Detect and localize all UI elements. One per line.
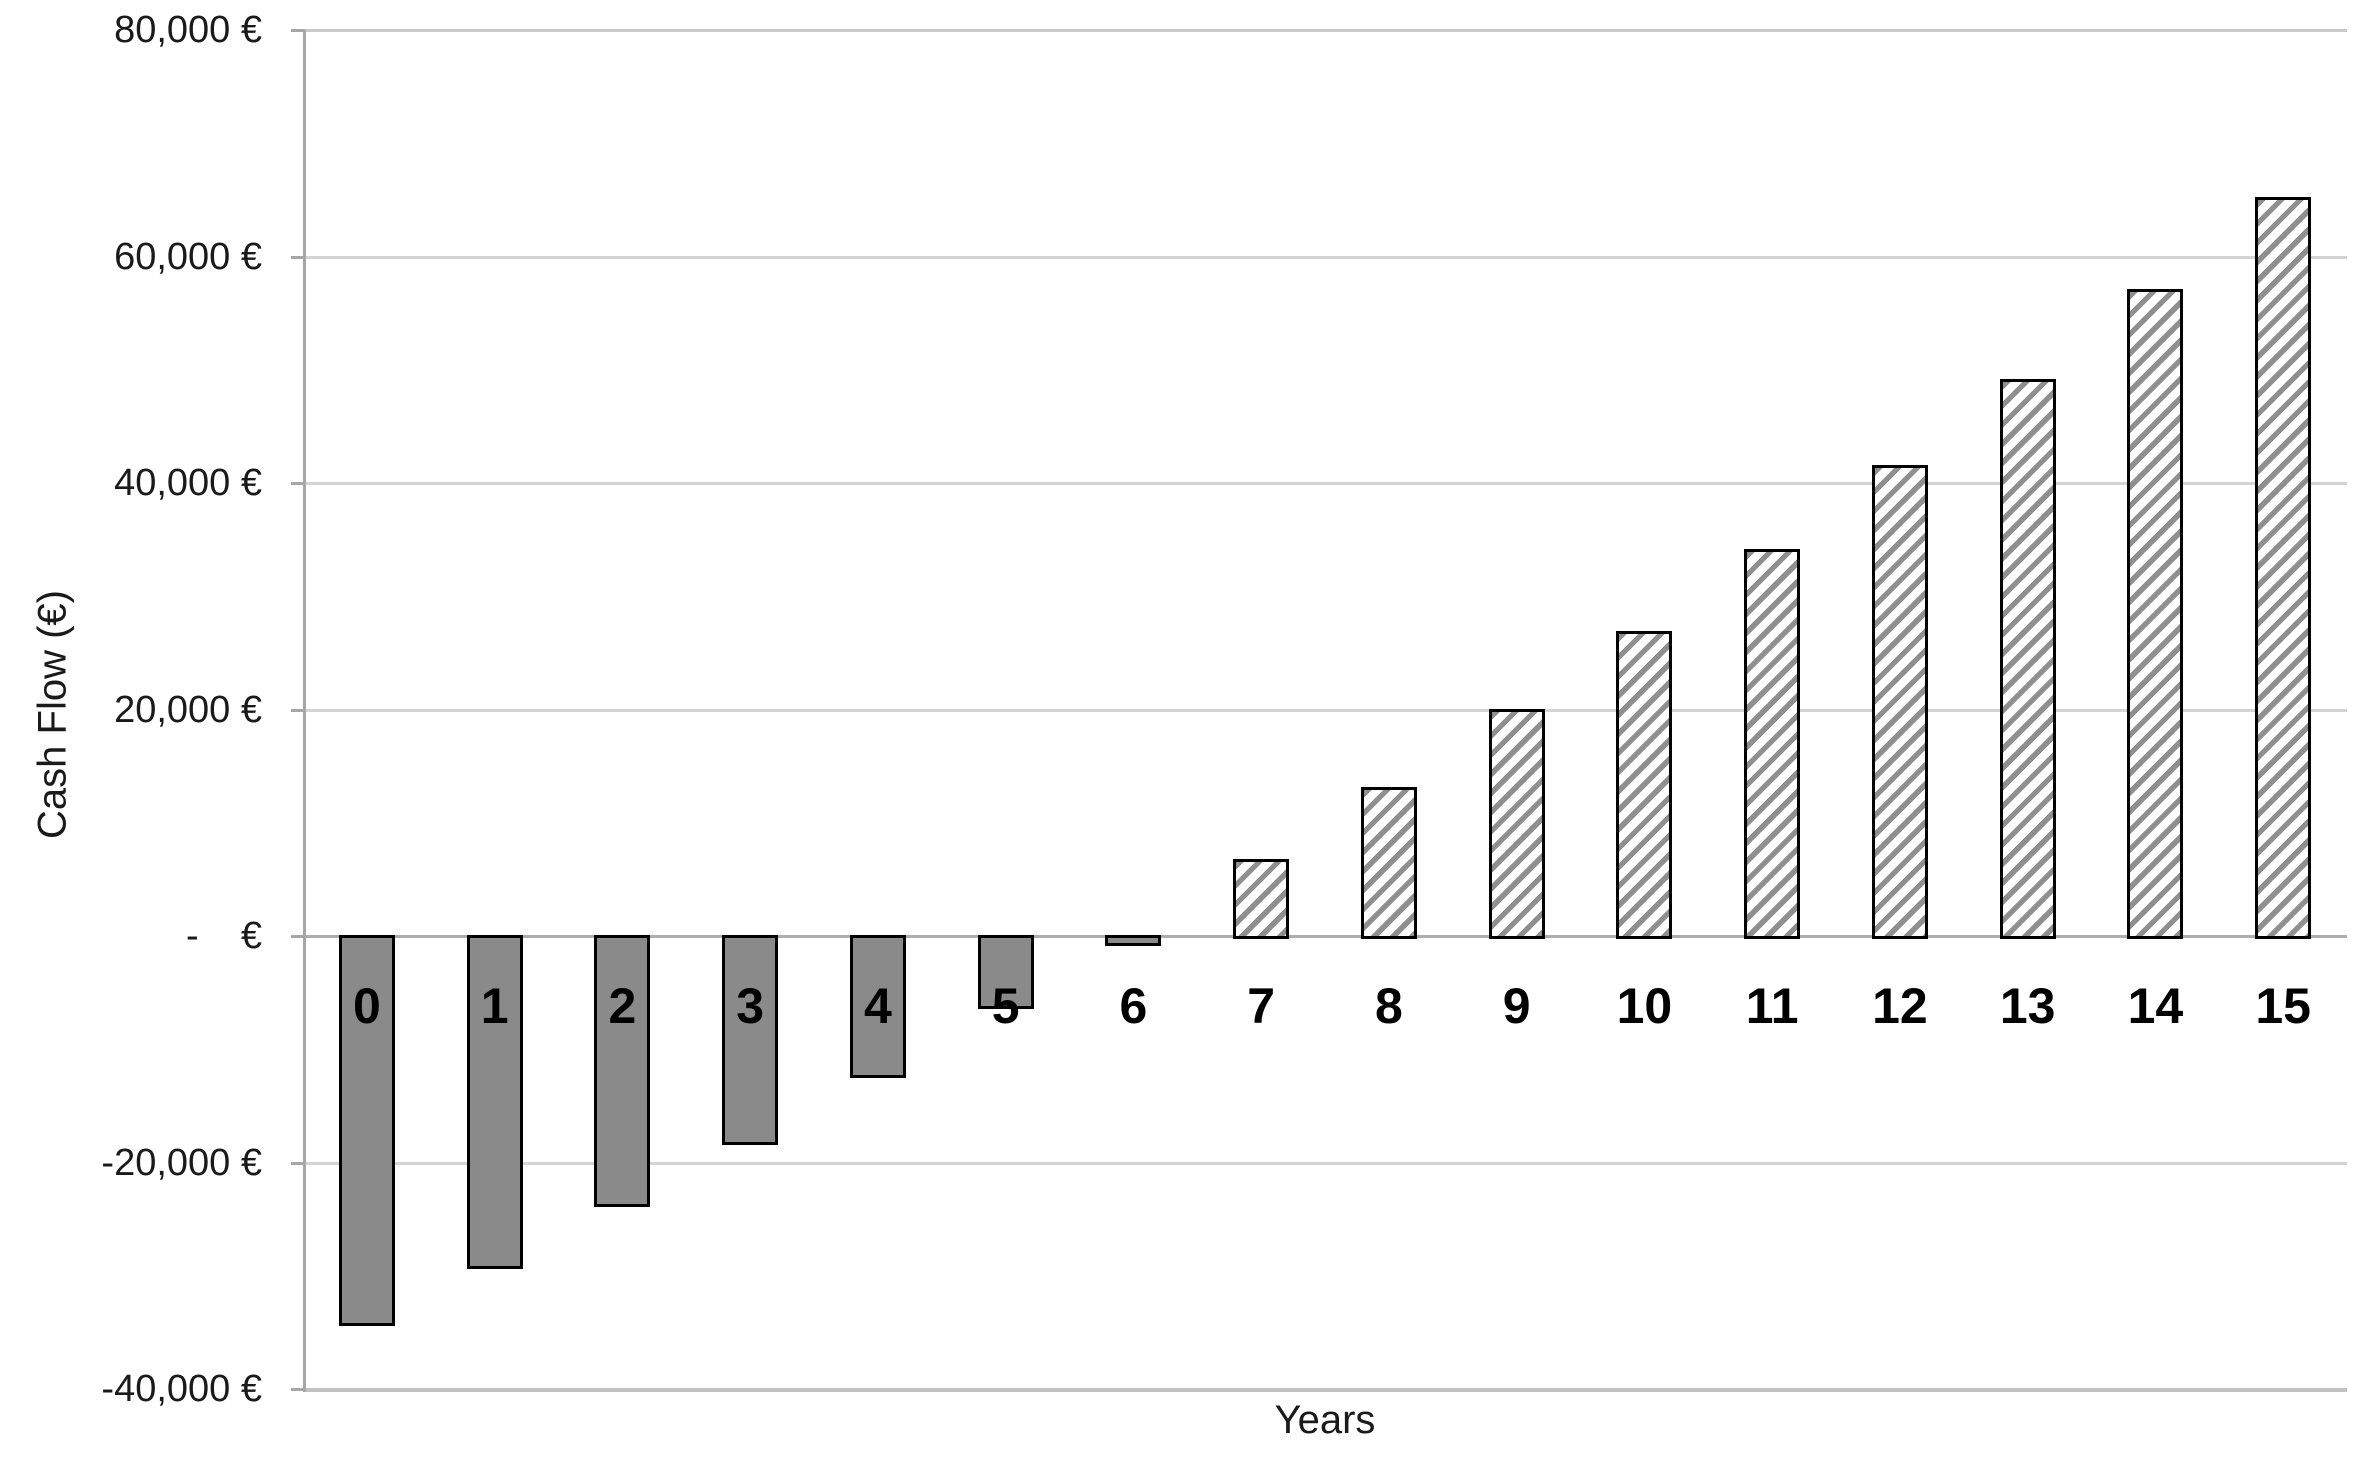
gridline--20000 <box>303 1161 2347 1165</box>
bar-year-3 <box>722 935 779 1145</box>
x-tick-label-3: 3 <box>736 978 765 1034</box>
gridline-20000 <box>303 708 2347 712</box>
y-tick-mark <box>291 482 305 485</box>
y-tick-label: 80,000 € <box>114 9 262 51</box>
x-tick-label-1: 1 <box>480 978 509 1034</box>
x-tick-label-5: 5 <box>991 978 1020 1034</box>
x-tick-label-4: 4 <box>863 978 892 1034</box>
gridline-40000 <box>303 482 2347 485</box>
gridline-0 <box>303 935 2347 938</box>
x-axis-title: Years <box>1274 1398 1376 1442</box>
y-tick-mark <box>291 708 305 712</box>
y-tick-mark <box>291 29 305 32</box>
bar-year-13 <box>1999 379 2056 939</box>
bar-year-7 <box>1233 859 1290 939</box>
y-tick-label: 60,000 € <box>114 235 262 278</box>
bar-year-8 <box>1360 786 1417 939</box>
y-tick-label: 20,000 € <box>114 688 262 731</box>
gridline-80000 <box>303 29 2347 32</box>
y-tick-mark <box>291 1388 305 1391</box>
bar-year-14 <box>2127 288 2184 939</box>
bar-year-11 <box>1744 549 1801 939</box>
x-tick-label-8: 8 <box>1374 978 1403 1034</box>
x-tick-label-9: 9 <box>1502 978 1531 1034</box>
y-tick-mark <box>291 935 305 938</box>
y-tick-mark <box>291 255 305 259</box>
gridline--40000 <box>303 1388 2347 1392</box>
x-tick-label-11: 11 <box>1745 978 1799 1034</box>
x-tick-label-13: 13 <box>1999 978 2056 1034</box>
y-tick-label: 40,000 € <box>114 462 262 504</box>
y-tick-label: - € <box>185 915 262 957</box>
y-tick-mark <box>291 1161 305 1165</box>
y-tick-label: -20,000 € <box>101 1141 262 1184</box>
x-tick-label-0: 0 <box>352 978 381 1034</box>
bar-year-12 <box>1871 465 1928 939</box>
x-tick-label-6: 6 <box>1119 978 1148 1034</box>
x-tick-label-15: 15 <box>2255 978 2311 1034</box>
gridline-60000 <box>303 255 2347 259</box>
bar-year-5 <box>977 935 1034 1009</box>
bar-year-9 <box>1488 708 1545 939</box>
plot-area: 0 1 2 3 4 5 6 7 8 9 10 11 12 13 14 15 <box>303 29 2347 1392</box>
x-tick-label-7: 7 <box>1247 978 1276 1034</box>
bar-year-1 <box>466 935 523 1270</box>
x-tick-label-12: 12 <box>1872 978 1928 1034</box>
bar-year-15 <box>2255 196 2312 939</box>
x-tick-label-14: 14 <box>2127 978 2184 1034</box>
y-tick-label: -40,000 € <box>101 1368 262 1410</box>
bar-year-10 <box>1616 630 1673 939</box>
bar-year-6 <box>1105 935 1162 946</box>
x-tick-label-2: 2 <box>608 978 637 1034</box>
bar-year-0 <box>338 935 395 1327</box>
x-tick-label-10: 10 <box>1616 978 1673 1034</box>
bar-year-2 <box>594 935 651 1208</box>
bar-year-4 <box>849 935 906 1079</box>
